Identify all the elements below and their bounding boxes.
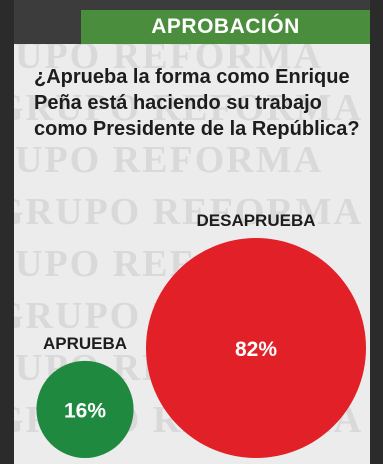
value-label-aprueba: 16% bbox=[64, 399, 106, 422]
bubble-desaprueba bbox=[146, 238, 366, 458]
value-label-desaprueba: 82% bbox=[235, 338, 277, 361]
category-label-aprueba: APRUEBA bbox=[43, 334, 127, 353]
chart-title: APROBACIÓN bbox=[151, 15, 300, 38]
bubble-aprueba bbox=[36, 360, 134, 458]
bubble-chart: 16% APRUEBA 82% DESAPRUEBA bbox=[36, 211, 366, 458]
infographic-panel: GRUPO REFORMA GRUPO REFORMA GRUPO REFORM… bbox=[14, 0, 370, 464]
header-bar bbox=[81, 10, 370, 44]
category-label-desaprueba: DESAPRUEBA bbox=[196, 211, 315, 230]
left-edge bbox=[0, 0, 14, 464]
question-text: ¿Aprueba la forma como Enrique Peña está… bbox=[34, 66, 360, 140]
